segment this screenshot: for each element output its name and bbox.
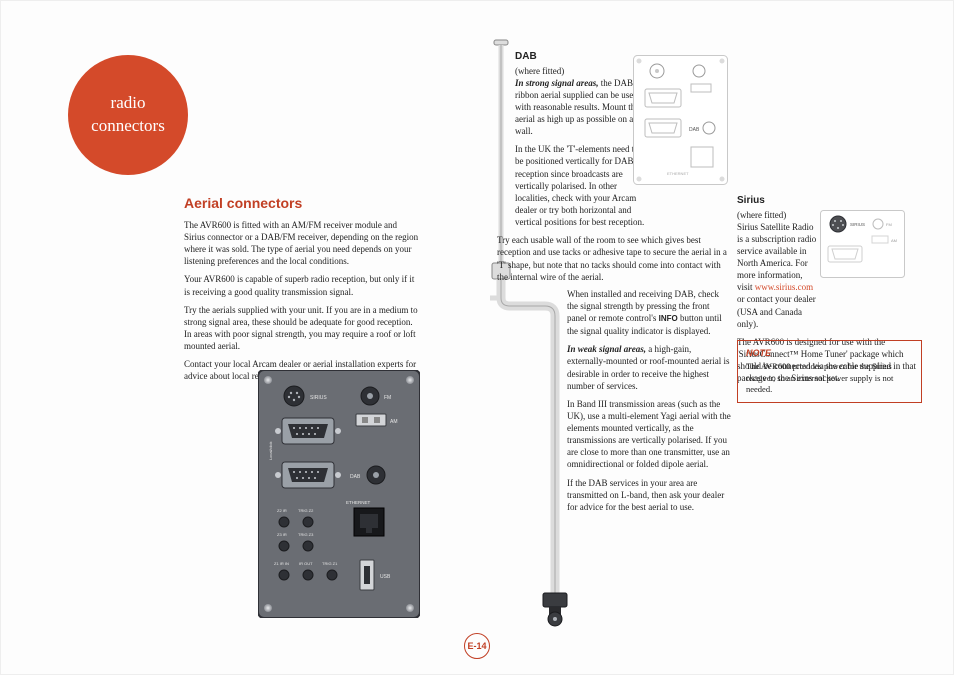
dab-panel-diagram: DAB ETHERNET (633, 55, 728, 185)
svg-text:TRIG Z2: TRIG Z2 (298, 508, 314, 513)
svg-text:AM: AM (390, 419, 398, 425)
title-line1: radio (111, 92, 146, 115)
dab-a2: In the UK the 'T'-elements need to be po… (515, 143, 645, 228)
dab-b2: In weak signal areas, a high-gain, exter… (567, 343, 731, 392)
svg-text:FM: FM (886, 222, 892, 227)
svg-text:Z2 IR: Z2 IR (277, 508, 287, 513)
svg-text:ETHERNET: ETHERNET (667, 171, 689, 176)
svg-text:TRIG Z1: TRIG Z1 (322, 561, 338, 566)
svg-text:AM: AM (891, 238, 897, 243)
svg-text:IR OUT: IR OUT (299, 561, 313, 566)
note-heading: NOTE (746, 347, 913, 359)
svg-text:Local/click: Local/click (268, 442, 273, 460)
rear-panel-diagram: SIRIUS FM AM Local/click DAB ETHERNET (258, 370, 420, 618)
sirius-link[interactable]: www.sirius.com (755, 282, 813, 292)
aerial-p1: The AVR600 is fitted with an AM/FM recei… (184, 219, 419, 268)
svg-text:Z1 IR IN: Z1 IR IN (274, 561, 289, 566)
dab-a1: In strong signal areas, the DAB 'T' ribb… (515, 77, 645, 138)
aerial-p2: Your AVR600 is capable of superb radio r… (184, 273, 419, 297)
svg-text:ETHERNET: ETHERNET (346, 500, 371, 505)
dab-b3: In Band III transmission areas (such as … (567, 398, 731, 471)
svg-text:Z3 IR: Z3 IR (277, 532, 287, 537)
title-line2: connectors (91, 115, 165, 138)
svg-text:SIRIUS: SIRIUS (310, 395, 327, 401)
title-circle: radio connectors (68, 55, 188, 175)
svg-text:FM: FM (384, 395, 391, 401)
dab-b1: When installed and receiving DAB, check … (567, 288, 731, 337)
note-body: The AVR600 provides power for the Sirius… (746, 361, 913, 395)
dab-a3: Try each usable wall of the room to see … (497, 234, 729, 283)
sirius-p1: Sirius Satellite Radio is a subscription… (737, 221, 817, 330)
aerial-p3: Try the aerials supplied with your unit.… (184, 304, 419, 353)
column-aerial: Aerial connectors The AVR600 is fitted w… (184, 194, 419, 389)
aerial-heading: Aerial connectors (184, 194, 419, 213)
svg-text:DAB: DAB (350, 474, 361, 480)
sirius-panel-diagram: SIRIUS FM AM (820, 210, 905, 278)
svg-text:USB: USB (380, 574, 391, 580)
note-box: NOTE The AVR600 provides power for the S… (737, 340, 922, 403)
svg-text:SIRIUS: SIRIUS (850, 222, 865, 227)
dab-b4: If the DAB services in your area are tra… (567, 477, 731, 513)
sirius-heading: Sirius (737, 194, 877, 208)
svg-text:TRIG Z3: TRIG Z3 (298, 532, 314, 537)
page-number: E-14 (464, 633, 490, 659)
column-dab-lower: When installed and receiving DAB, check … (567, 288, 731, 519)
svg-text:DAB: DAB (689, 127, 700, 133)
